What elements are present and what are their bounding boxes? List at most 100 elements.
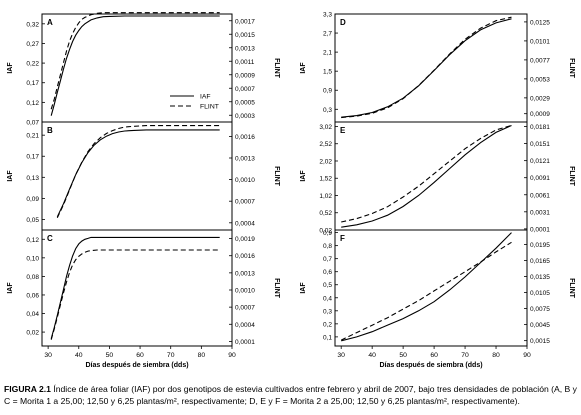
panel-b-ytick-label: 0,21 (26, 133, 39, 140)
panel-f-xtick-label: 30 (337, 352, 345, 359)
panel-b-y2label: FLINT (273, 166, 280, 187)
panel-f-ytick-label: 0,5 (323, 282, 332, 289)
panel-d-series-flint (341, 16, 512, 119)
panel-a-ytick-label: 0,17 (26, 80, 39, 87)
panel-c-ylabel: IAF (7, 282, 14, 294)
panel-f-y2tick-label: 0,0105 (530, 290, 550, 297)
panel-c-ytick-label: 0,08 (26, 274, 39, 281)
panel-e-y2tick-label: 0,0091 (530, 175, 550, 182)
panel-d-frame (334, 13, 528, 123)
panel-d-letter: D (340, 18, 346, 27)
panel-e-y2tick-label: 0,0031 (530, 209, 550, 216)
panel-a-y2label: FLINT (273, 58, 280, 79)
panel-f-xtick-label: 70 (461, 352, 469, 359)
panel-e-series-flint (341, 124, 512, 223)
panel-d-y2label: FLINT (568, 58, 575, 79)
panel-b-ytick-label: 0,09 (26, 196, 39, 203)
panel-f-ytick-label: 0,2 (323, 321, 332, 328)
panel-a-y2tick-label: 0,0013 (235, 45, 255, 52)
panel-b-frame (41, 121, 233, 231)
panel-d-series-iaf (341, 18, 512, 118)
panel-f-ytick-label: 0,6 (323, 269, 332, 276)
panel-c-ytick-label: 0,12 (26, 237, 39, 244)
panel-f-xlabel: Días después de siembra (dds) (379, 362, 482, 369)
panel-d-y2tick-label: 0,0125 (530, 19, 550, 26)
panel-a-y2tick-label: 0,0009 (235, 72, 255, 79)
panel-a-y2tick-label: 0,0017 (235, 18, 255, 25)
panel-e-y2label: FLINT (568, 166, 575, 187)
panel-d-ytick-label: 0,3 (323, 107, 332, 114)
panel-f-xtick-label: 60 (430, 352, 438, 359)
panel-e-frame (334, 121, 528, 231)
caption-label: FIGURA 2.1 (4, 384, 51, 394)
legend-flint-label: FLINT (200, 104, 219, 111)
panel-e-ytick-label: 2,52 (319, 141, 332, 148)
panel-e-y2tick-label: 0,0151 (530, 141, 550, 148)
legend-iaf-label: IAF (200, 94, 211, 101)
panel-c-xtick-label: 60 (136, 352, 144, 359)
panel-f-y2label: FLINT (568, 278, 575, 299)
figure-caption: FIGURA 2.1 Índice de área foliar (IAF) p… (4, 383, 578, 407)
panel-e-y2tick-label: 0,0121 (530, 158, 550, 165)
panel-a-letter: A (47, 18, 53, 27)
panel-d-y2tick-label: 0,0009 (530, 111, 550, 118)
panel-c-ytick-label: 0,06 (26, 292, 39, 299)
panel-f-ytick-label: 0,3 (323, 308, 332, 315)
panel-e-y2tick-label: 0,0061 (530, 192, 550, 199)
panel-e-ytick-label: 0,52 (319, 210, 332, 217)
panel-f-ytick-label: 0,8 (323, 243, 332, 250)
panel-d-y2tick-label: 0,0077 (530, 57, 550, 64)
panel-f-y2tick-label: 0,0135 (530, 274, 550, 281)
panel-c-y2tick-label: 0,0013 (235, 270, 255, 277)
panel-d-ytick-label: 0,9 (323, 88, 332, 95)
panel-b-ytick-label: 0,17 (26, 154, 39, 161)
panel-a-series-flint (50, 12, 220, 110)
panel-c-xtick-label: 40 (75, 352, 83, 359)
panel-d-ytick-label: 3,3 (323, 12, 332, 19)
panel-b-y2tick-label: 0,0016 (235, 134, 255, 141)
panel-c-series-flint (50, 249, 220, 340)
panel-f-y2tick-label: 0,0195 (530, 242, 550, 249)
panel-c-ytick-label: 0,02 (26, 330, 39, 337)
panel-e-ytick-label: 0,02 (319, 228, 332, 235)
panel-f-xtick-label: 50 (399, 352, 407, 359)
panel-f-y2tick-label: 0,0075 (530, 306, 550, 313)
panel-d-y2tick-label: 0,0101 (530, 38, 550, 45)
panel-c-y2tick-label: 0,0010 (235, 288, 255, 295)
panel-c-y2tick-label: 0,0007 (235, 305, 255, 312)
panel-c-ytick-label: 0,10 (26, 255, 39, 262)
panel-a-ytick-label: 0,12 (26, 100, 39, 107)
panel-a-y2tick-label: 0,0003 (235, 113, 255, 120)
panel-c-xtick-label: 80 (198, 352, 206, 359)
panel-b-ytick-label: 0,13 (26, 175, 39, 182)
panel-d-ylabel: IAF (300, 62, 307, 74)
panel-c-xtick-label: 30 (44, 352, 52, 359)
panel-a-ytick-label: 0,22 (26, 61, 39, 68)
panel-e-ytick-label: 1,52 (319, 176, 332, 183)
panel-a-y2tick-label: 0,0011 (235, 59, 255, 66)
panel-f-ytick-label: 0,1 (323, 334, 332, 341)
panel-c-y2tick-label: 0,0004 (235, 322, 255, 329)
panel-f-xtick-label: 90 (523, 352, 531, 359)
panel-a-ytick-label: 0,27 (26, 41, 39, 48)
panel-a-y2tick-label: 0,0015 (235, 32, 255, 39)
panel-c-xtick-label: 50 (106, 352, 114, 359)
panel-f-y2tick-label: 0,0165 (530, 258, 550, 265)
panel-f-ylabel: IAF (300, 282, 307, 294)
panel-f-ytick-label: 0,9 (323, 230, 332, 237)
panel-c-xtick-label: 90 (228, 352, 236, 359)
panel-c-xlabel: Días después de siembra (dds) (85, 362, 188, 369)
panel-b-series-flint (56, 125, 220, 219)
panel-e-letter: E (340, 126, 346, 135)
panel-f-series-iaf (341, 232, 512, 342)
panel-e-y2tick-label: 0,0181 (530, 124, 550, 131)
panel-f-xtick-label: 40 (368, 352, 376, 359)
panel-b-y2tick-label: 0,0010 (235, 177, 255, 184)
panel-a-ytick-label: 0,32 (26, 21, 39, 28)
panel-b-series-iaf (56, 129, 220, 218)
panel-d-y2tick-label: 0,0053 (530, 76, 550, 83)
panel-c-y2tick-label: 0,0019 (235, 236, 255, 243)
panel-b-y2tick-label: 0,0004 (235, 220, 255, 227)
panel-c-series-iaf (50, 236, 220, 339)
panel-f-ytick-label: 0,7 (323, 256, 332, 263)
